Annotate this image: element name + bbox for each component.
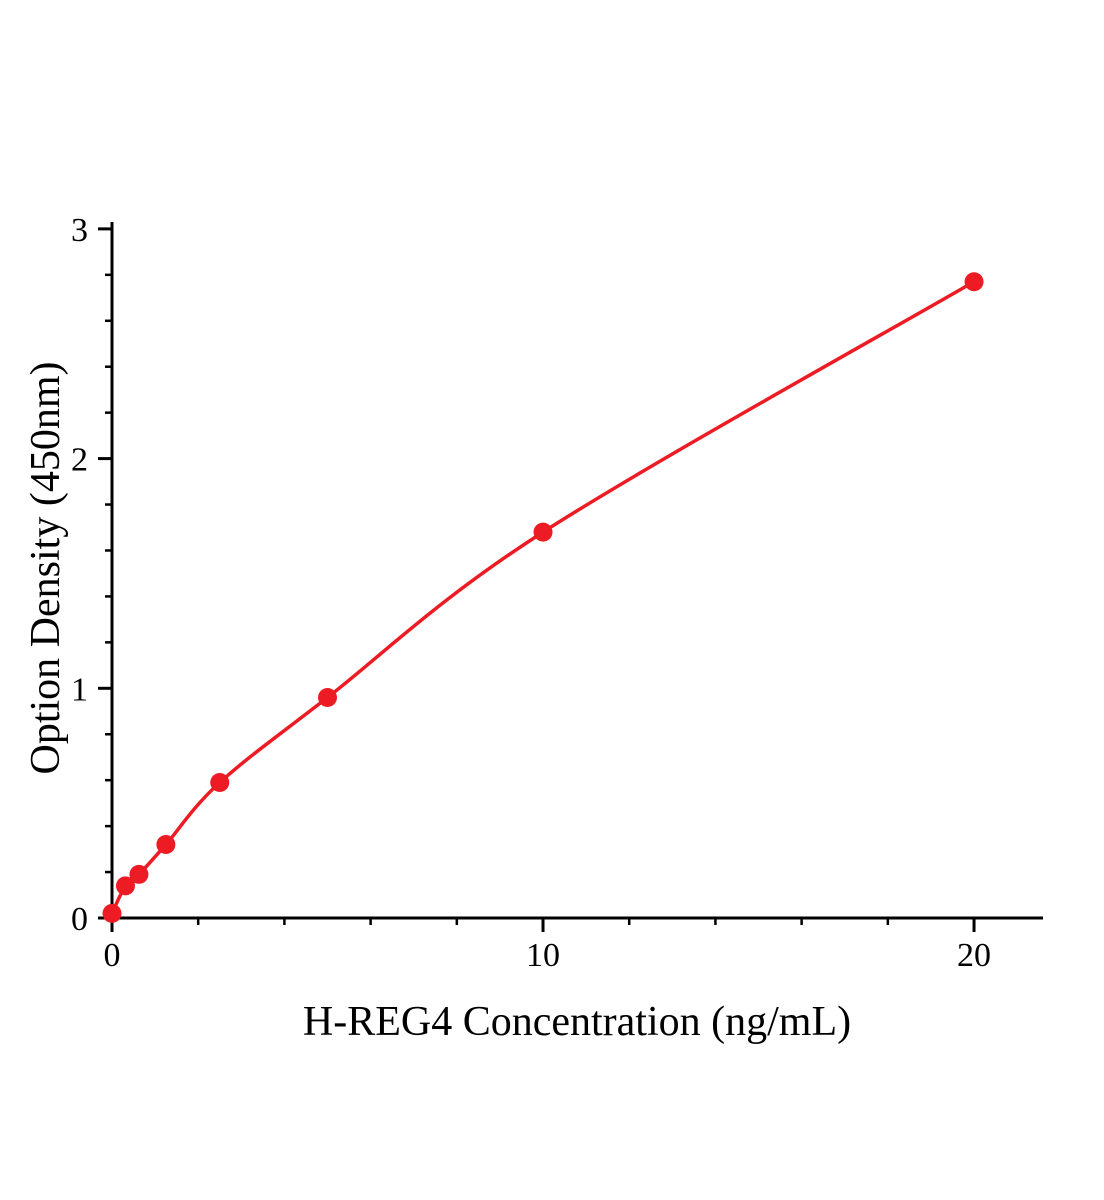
data-point-marker [964, 272, 984, 292]
axis-lines [110, 222, 1043, 920]
y-tick-label: 1 [71, 671, 88, 708]
data-point-marker [102, 903, 122, 923]
x-axis-title: H-REG4 Concentration (ng/mL) [302, 999, 852, 1045]
data-point-marker [129, 864, 149, 884]
y-tick-label: 2 [71, 442, 88, 479]
data-point-marker [318, 687, 338, 707]
data-point-marker [115, 876, 135, 896]
x-tick-label: 20 [957, 937, 991, 974]
x-tick-label: 10 [526, 937, 560, 974]
y-tick-label: 0 [71, 901, 88, 938]
data-point-marker [156, 834, 176, 854]
y-axis-title: Option Density (450nm) [23, 361, 69, 775]
data-point-marker [533, 522, 553, 542]
y-tick-label: 3 [71, 212, 88, 249]
x-tick-label: 0 [104, 937, 121, 974]
standard-curve-line [110, 279, 976, 916]
data-point-marker [210, 772, 230, 792]
